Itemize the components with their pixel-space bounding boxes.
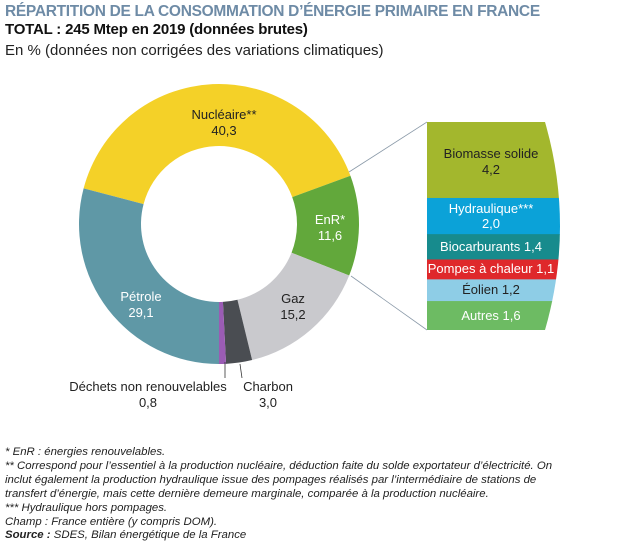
bar-segment-autres: [427, 301, 560, 330]
donut-slice-enr: [291, 175, 359, 276]
source-label: Source :: [5, 529, 51, 542]
label-biomasse: Biomasse solide: [444, 146, 539, 161]
value-petrole: 29,1: [128, 305, 153, 320]
bar-segment-biocarburants: [427, 234, 560, 260]
label-gaz: Gaz: [281, 291, 305, 306]
donut-slice-pétrole: [78, 188, 219, 364]
footnote-champ: Champ : France entière (y compris DOM).: [5, 515, 218, 528]
label-charbon: Charbon: [243, 379, 293, 394]
footnote-nucleaire-2: inclut également la production hydrauliq…: [5, 473, 537, 486]
label-hydraulique: Hydraulique***: [449, 201, 534, 216]
chart-title: RÉPARTITION DE LA CONSOMMATION D’ÉNERGIE…: [5, 3, 540, 20]
value-charbon: 3,0: [259, 395, 277, 410]
connector-line-bottom: [350, 275, 428, 331]
donut-slice-charbon: [222, 299, 253, 364]
bar-segment-hydraulique: [427, 197, 560, 235]
label-autres: Autres 1,6: [461, 308, 520, 323]
source-text: SDES, Bilan énergétique de la France: [50, 529, 247, 542]
donut-chart: [78, 84, 359, 364]
value-gaz: 15,2: [280, 307, 305, 322]
footnote-hydraulique: *** Hydraulique hors pompages.: [5, 501, 168, 514]
label-pompes: Pompes à chaleur 1,1: [428, 261, 554, 276]
donut-slice-nucléaire: [83, 84, 351, 205]
footnotes: * EnR : énergies renouvelables. ** Corre…: [5, 446, 617, 543]
label-eolien: Éolien 1,2: [462, 282, 520, 297]
label-dechets: Déchets non renouvelables: [69, 379, 227, 394]
label-petrole: Pétrole: [120, 289, 161, 304]
bar-segment-biomasse-solide: [427, 122, 560, 199]
footnote-source: Source : SDES, Bilan énergétique de la F…: [5, 529, 617, 543]
footnote-nucleaire-3: transfert d’énergie, mais cette dernière…: [5, 487, 489, 500]
leader-charbon: [239, 363, 243, 379]
label-nucleaire: Nucléaire**: [191, 107, 256, 122]
donut-slice-gaz: [237, 252, 350, 361]
chart-svg: Nucléaire** 40,3 EnR* 11,6 Gaz 15,2 Pétr…: [69, 84, 560, 410]
value-biomasse: 4,2: [482, 162, 500, 177]
label-biocarburants: Biocarburants 1,4: [440, 239, 542, 254]
bar-segment-éolien: [427, 279, 560, 302]
footnote-nucleaire-1: ** Correspond pour l’essentiel à la prod…: [5, 459, 553, 472]
value-nucleaire: 40,3: [211, 123, 236, 138]
value-dechets: 0,8: [139, 395, 157, 410]
footnote-enr: * EnR : énergies renouvelables.: [5, 446, 166, 458]
bar-segment-pompes-chaleur: [427, 259, 560, 280]
enr-breakdown-bar: [427, 122, 560, 330]
donut-slice-déchets-non-renouvelables: [219, 301, 227, 364]
unit-note: En % (données non corrigées des variatio…: [5, 42, 384, 59]
connector-line-top: [348, 121, 428, 173]
label-enr: EnR*: [315, 212, 345, 227]
value-hydraulique: 2,0: [482, 216, 500, 231]
value-enr: 11,6: [318, 228, 342, 243]
chart-subtitle: TOTAL : 245 Mtep en 2019 (données brutes…: [5, 21, 308, 38]
